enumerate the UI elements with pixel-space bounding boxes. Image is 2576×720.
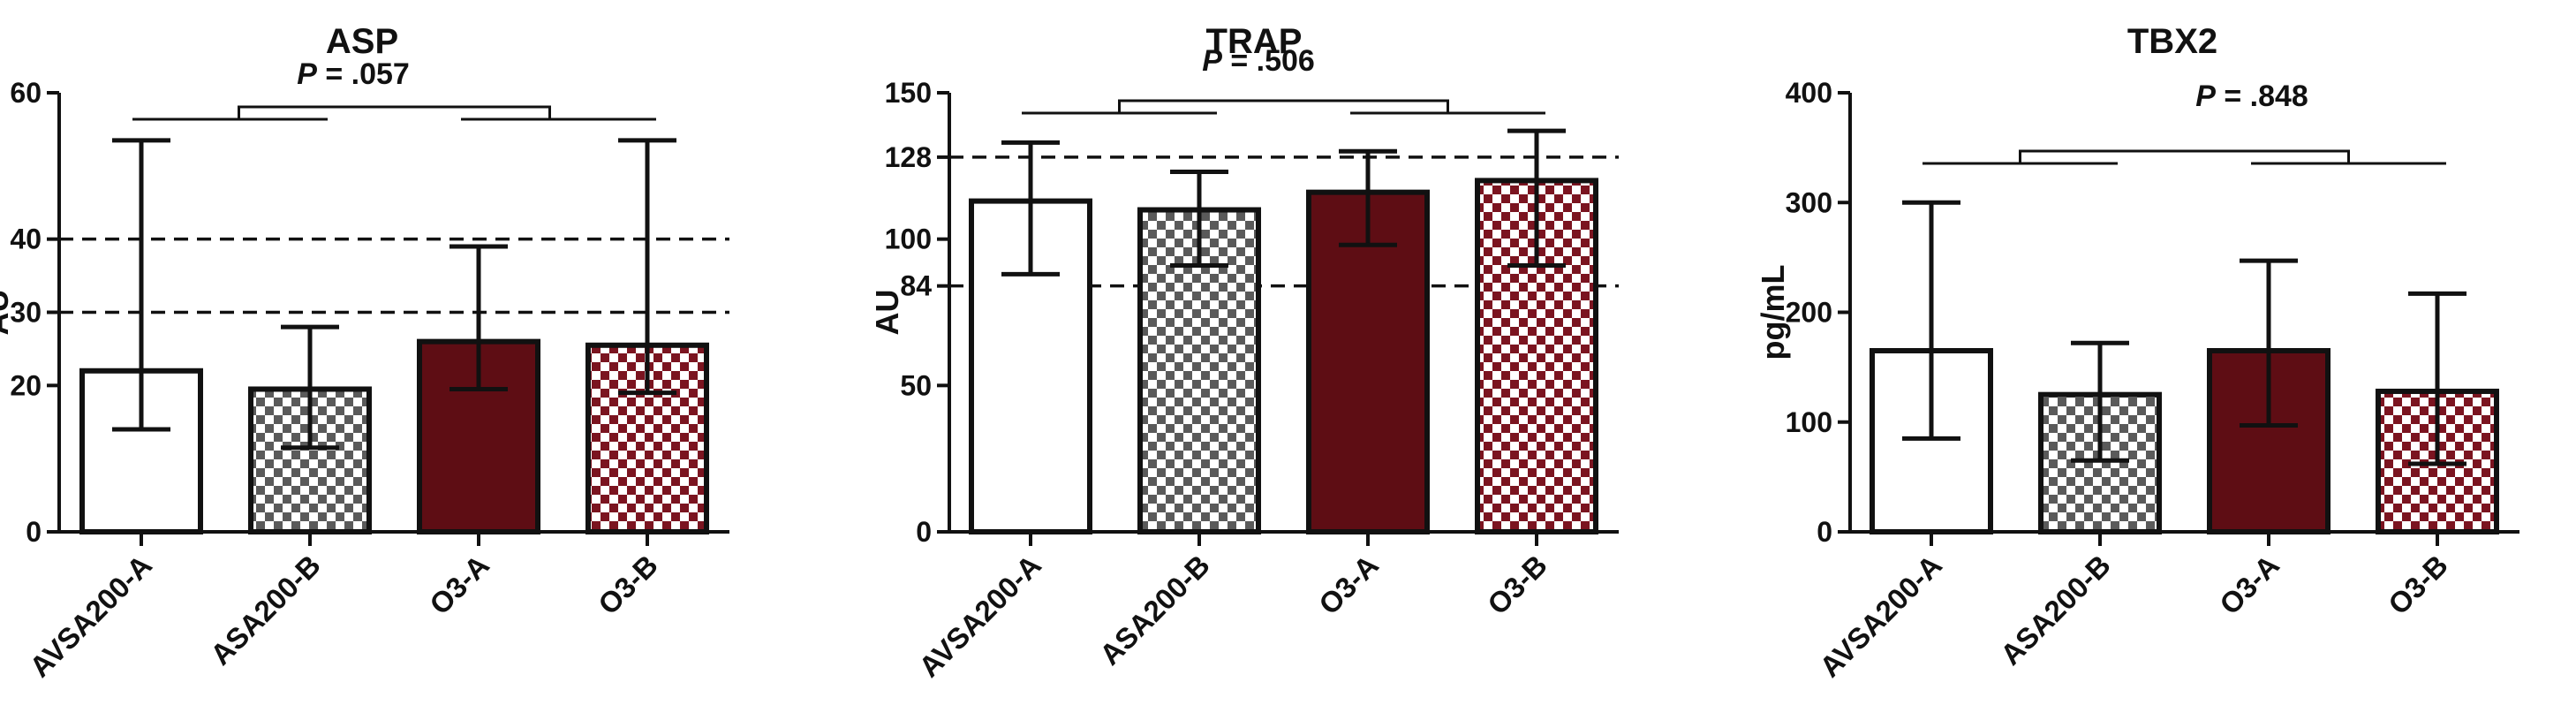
chart-title: TBX2 [2127, 22, 2217, 61]
panel-tbx2: TBX2 P = .848 0 100 200 300 400 pg/mL AVSA200-A A… [1755, 22, 2519, 684]
error-bar-o3-a [2240, 258, 2298, 428]
error-bar-asa200-b [1170, 169, 1228, 268]
y-tick-label: 0 [1817, 516, 1832, 548]
x-tick-label: ASA200-B [204, 549, 327, 671]
error-bar-o3-b [2408, 291, 2466, 466]
y-tick-label: 100 [885, 224, 932, 255]
y-tick-label: 0 [26, 516, 42, 548]
x-tick-label: O3-A [1312, 549, 1385, 621]
y-tick-label: 0 [916, 516, 932, 548]
bracket-top [1118, 99, 1449, 113]
y-tick-label: 50 [900, 369, 932, 401]
error-bar-asa200-b [2071, 340, 2129, 463]
y-tick-label: 300 [1786, 186, 1832, 218]
p-value-label: P = .057 [297, 57, 410, 91]
bracket-top [2019, 149, 2350, 163]
y-axis-label: pg/mL [1755, 265, 1791, 360]
y-axis-label: AU [0, 290, 15, 336]
y-tick-label: 40 [10, 224, 42, 255]
y-tick-label: 128 [885, 141, 932, 173]
error-bar-o3-a [1339, 148, 1397, 247]
y-axis-label: AU [869, 290, 905, 336]
x-tick-label: O3-B [1481, 549, 1553, 621]
chart-title: TRAP [1206, 22, 1303, 61]
x-tick-label: O3-B [592, 549, 664, 621]
x-tick-label: O3-A [423, 549, 495, 621]
y-tick-label: 30 [10, 297, 42, 329]
bracket-top [238, 105, 551, 119]
p-value-label: P = .506 [1202, 44, 1315, 78]
error-bar-o3-b [1507, 128, 1566, 268]
bar-o3-a [1306, 189, 1430, 535]
x-tick-label: AVSA200-A [23, 549, 158, 684]
y-tick-label: 84 [900, 270, 932, 302]
y-tick-label: 60 [10, 77, 42, 109]
y-tick-label: 200 [1786, 297, 1832, 329]
x-tick-label: AVSA200-A [1813, 549, 1948, 684]
x-tick-label: ASA200-B [1994, 549, 2117, 671]
x-tick-label: O3-B [2382, 549, 2454, 621]
y-tick-label: 400 [1786, 77, 1832, 109]
y-tick-label: 20 [10, 369, 42, 401]
error-bar-avsa200-a [1001, 140, 1060, 277]
x-tick-label: ASA200-B [1093, 549, 1216, 671]
error-bar-avsa200-a [1902, 200, 1960, 441]
x-tick-label: O3-A [2213, 549, 2285, 621]
p-value-label: P = .848 [2195, 80, 2308, 113]
y-tick-label: 100 [1786, 406, 1832, 438]
x-tick-label: AVSA200-A [912, 549, 1047, 684]
error-bar-avsa200-a [112, 138, 170, 432]
error-bar-asa200-b [281, 324, 339, 451]
chart-title: ASP [326, 22, 398, 61]
error-bar-o3-b [618, 138, 676, 396]
error-bar-o3-a [449, 244, 508, 391]
y-tick-label: 150 [885, 77, 932, 109]
